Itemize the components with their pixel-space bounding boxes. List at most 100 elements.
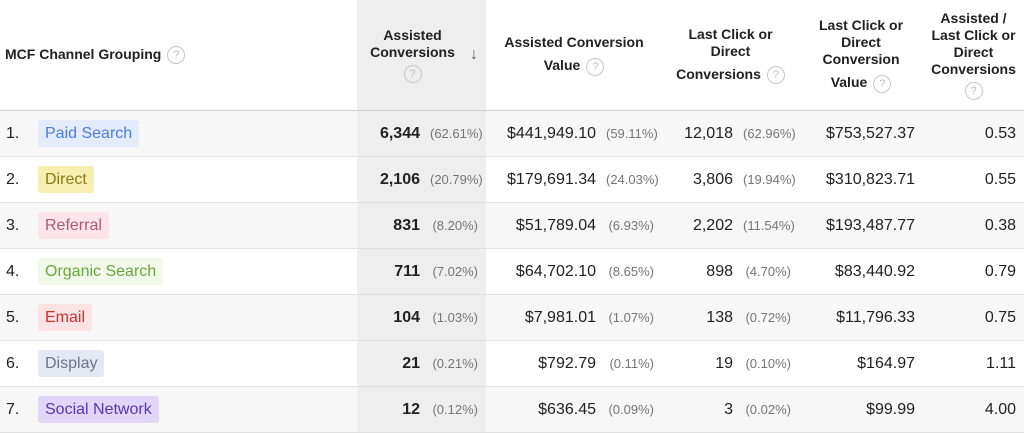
assisted-value-percent: (0.09%) [608,401,654,417]
header-line: Direct [710,42,751,59]
assisted-value: $441,949.10 [507,124,596,142]
help-icon[interactable]: ? [167,46,186,65]
last-click-value: $83,440.92 [834,262,915,280]
assisted-conversions-percent: (7.02%) [432,263,478,279]
assisted-value: $792.79 [538,354,596,372]
last-click-conversions-percent: (19.94%) [743,171,796,187]
header-assisted-last-click-ratio[interactable]: Assisted / Last Click or Direct Conversi… [923,0,1024,111]
channel-cell: 6. Display [0,340,357,387]
row-index: 1. [6,125,20,142]
row-index: 2. [6,171,20,188]
assisted-value-percent: (24.03%) [606,171,659,187]
header-line: Last Click or [818,17,904,34]
assisted-conversions-value: 831 [393,216,420,234]
row-index: 7. [6,401,20,418]
table-row[interactable]: 5. Email 104 (1.03%) $7,981.01 (1.07%) 138 (… [0,294,1024,341]
last-click-conversions-value: 898 [706,262,733,280]
channel-chip[interactable]: Display [38,350,105,377]
ratio-value: 1.11 [986,354,1016,372]
last-click-value-cell: $11,796.33 [799,294,923,341]
help-icon[interactable]: ? [766,66,785,85]
last-click-value: $99.99 [866,400,915,418]
table-row[interactable]: 3. Referral 831 (8.20%) $51,789.04 (6.93%) … [0,202,1024,249]
header-last-click-value[interactable]: Last Click or Direct Conversion Value? [799,0,923,111]
row-index: 6. [6,355,20,372]
table-row[interactable]: 7. Social Network 12 (0.12%) $636.45 (0.09%… [0,386,1024,433]
last-click-value: $193,487.77 [826,216,915,234]
header-assisted-conversions[interactable]: Assisted Conversions ? ↓ [357,0,486,111]
assisted-conversions-percent: (62.61%) [430,125,483,141]
last-click-conversions-cell: 138 (0.72%) [662,294,799,341]
last-click-conversions-value: 12,018 [684,124,733,142]
channel-chip[interactable]: Email [38,304,93,331]
assisted-conversions-percent: (0.12%) [432,401,478,417]
assisted-value-percent: (1.07%) [608,309,654,325]
channel-cell: 1. Paid Search [0,110,357,157]
assisted-value: $179,691.34 [507,170,596,188]
channel-chip[interactable]: Social Network [38,396,159,423]
last-click-conversions-value: 138 [706,308,733,326]
table-row[interactable]: 6. Display 21 (0.21%) $792.79 (0.11%) 19 (0.… [0,340,1024,387]
assisted-value-cell: $636.45 (0.09%) [486,386,662,433]
assisted-conversions-percent: (0.21%) [432,355,478,371]
last-click-value: $753,527.37 [826,124,915,142]
table-row[interactable]: 2. Direct 2,106 (20.79%) $179,691.34 (24.03… [0,156,1024,203]
assisted-value: $51,789.04 [515,216,596,234]
channel-chip[interactable]: Organic Search [38,258,164,285]
channel-chip[interactable]: Referral [38,212,109,239]
ratio-value: 0.79 [984,262,1016,280]
help-icon[interactable]: ? [586,57,605,76]
last-click-value-cell: $753,527.37 [799,110,923,157]
help-icon[interactable]: ? [403,65,422,84]
ratio-value: 0.53 [984,124,1016,142]
header-line: Direct [841,34,881,51]
assisted-conversions-value: 21 [402,354,420,372]
help-icon[interactable]: ? [873,74,892,93]
last-click-conversions-value: 2,202 [692,216,733,234]
last-click-value-cell: $193,487.77 [799,202,923,249]
header-channel-grouping[interactable]: MCF Channel Grouping? [0,0,357,111]
channel-chip[interactable]: Direct [38,166,94,193]
assisted-conversions-cell: 831 (8.20%) [357,202,486,249]
last-click-conversions-cell: 3,806 (19.94%) [662,156,799,203]
last-click-conversions-cell: 12,018 (62.96%) [662,110,799,157]
header-assisted-conversion-value[interactable]: Assisted Conversion Value? [486,0,662,111]
header-last-click-conversions[interactable]: Last Click or Direct Conversions? [662,0,799,111]
last-click-conversions-cell: 898 (4.70%) [662,248,799,295]
header-line: Assisted Conversion [504,34,644,51]
ratio-value: 0.75 [984,308,1016,326]
header-line: Value [830,74,868,91]
last-click-value: $310,823.71 [826,170,915,188]
last-click-value-cell: $83,440.92 [799,248,923,295]
assisted-conversions-value: 104 [393,308,420,326]
channel-chip[interactable]: Paid Search [38,120,140,147]
assisted-value: $636.45 [538,400,596,418]
header-line: Assisted [383,26,442,43]
assisted-value: $64,702.10 [515,262,596,280]
last-click-conversions-cell: 2,202 (11.54%) [662,202,799,249]
ratio-cell: 0.79 [923,248,1024,295]
assisted-conversions-value: 12 [402,400,420,418]
assisted-value-cell: $7,981.01 (1.07%) [486,294,662,341]
channel-cell: 7. Social Network [0,386,357,433]
assisted-conversions-cell: 6,344 (62.61%) [357,110,486,157]
assisted-conversions-cell: 2,106 (20.79%) [357,156,486,203]
assisted-conversions-percent: (1.03%) [432,309,478,325]
last-click-value-cell: $310,823.71 [799,156,923,203]
header-line: Value [543,57,581,74]
header-line: Direct [953,43,994,60]
channel-cell: 4. Organic Search [0,248,357,295]
help-icon[interactable]: ? [964,82,983,101]
header-line: Conversions [676,65,761,82]
channel-cell: 2. Direct [0,156,357,203]
last-click-conversions-percent: (62.96%) [743,125,796,141]
sort-descending-icon[interactable]: ↓ [470,46,478,63]
assisted-value-percent: (8.65%) [608,263,654,279]
table-row[interactable]: 4. Organic Search 711 (7.02%) $64,702.10 (8… [0,248,1024,295]
assisted-conversions-cell: 104 (1.03%) [357,294,486,341]
channel-cell: 5. Email [0,294,357,341]
assisted-conversions-percent: (20.79%) [430,171,483,187]
assisted-value-percent: (6.93%) [608,217,654,233]
table-row[interactable]: 1. Paid Search 6,344 (62.61%) $441,949.10 (… [0,110,1024,157]
ratio-cell: 1.11 [923,340,1024,387]
